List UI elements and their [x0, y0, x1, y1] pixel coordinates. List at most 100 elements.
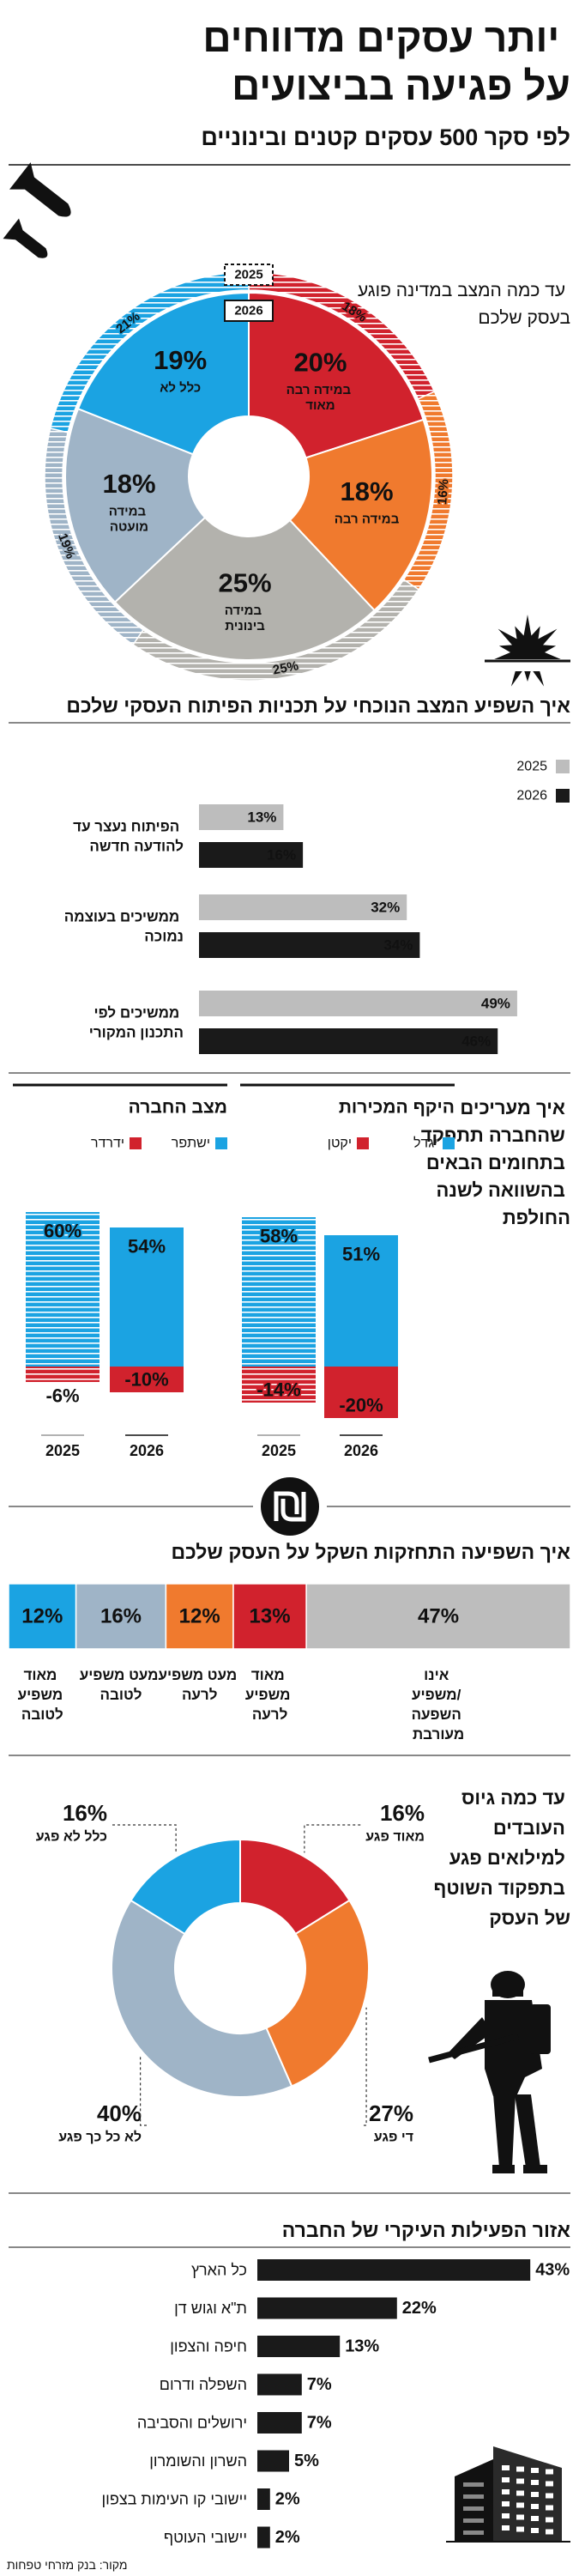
value-label: 13%: [345, 2337, 379, 2356]
value-label: 16%: [267, 847, 296, 864]
category-label: יישובי קו העימות בצפון: [102, 2491, 248, 2508]
text-line: נמוכה: [144, 928, 184, 944]
pie-value-label: 18%: [102, 469, 155, 499]
text-line: הפיתוח נעצר עד: [73, 818, 184, 834]
building-windows: [463, 2465, 553, 2535]
bar: [110, 1367, 184, 1392]
bar: [199, 1028, 498, 1054]
value-label: 51%: [342, 1244, 380, 1265]
category-label: מאוד פגע: [365, 1830, 425, 1845]
window: [463, 2531, 484, 2535]
value-label: 54%: [128, 1236, 166, 1258]
text-line: למילואים פגע: [449, 1847, 570, 1869]
pie-category-label: כלל לא: [160, 380, 201, 395]
value-label: 46%: [461, 1033, 491, 1050]
bar: [242, 1367, 316, 1403]
chart-title: עד כמה גיוס העובדים למילואים פגע בתפקוד …: [434, 1787, 570, 1929]
missile-icon: [9, 162, 71, 217]
text-line: מעט משפיע: [80, 1667, 162, 1683]
text-line: אינו: [424, 1667, 453, 1683]
window: [502, 2489, 510, 2494]
pie-segment: [76, 291, 250, 456]
legend-swatch: [443, 1137, 455, 1149]
text-line: משפיע: [18, 1687, 67, 1703]
bar-segment: [8, 1583, 77, 1650]
bar: [110, 1227, 184, 1367]
value-label: 34%: [383, 937, 413, 954]
ring-value-label: 16%: [435, 478, 451, 505]
chart-title: איך השפיע המצב הנוכחי על תכניות הפיתוח ה…: [66, 694, 570, 717]
category-label: ממשיכים לפי התכנון המקורי: [89, 1004, 184, 1040]
bar: [26, 1212, 100, 1367]
value-label: 43%: [535, 2261, 570, 2280]
text-line: בתפקוד השוטף: [434, 1877, 570, 1899]
value-label: 2%: [275, 2528, 300, 2547]
donut-segment: [265, 1899, 370, 2088]
text-line: התכנון המקורי: [89, 1024, 184, 1040]
year-label: 2026: [344, 1442, 378, 1459]
window: [516, 2478, 524, 2484]
value-label: 40%: [97, 2100, 142, 2126]
value-label: 27%: [369, 2100, 413, 2126]
text-line: מאוד: [23, 1667, 61, 1683]
chart-title: איך השפיעה התחזקות השקל על העסק שלכם: [171, 1541, 570, 1563]
category-label: כל הארץ: [191, 2262, 247, 2279]
text-line: של העסק: [489, 1907, 570, 1929]
legend-label: יקטן: [328, 1136, 352, 1151]
legend-label: 2025: [516, 760, 547, 774]
bar-segment: [165, 1583, 234, 1650]
chart-title: עד כמה המצב במדינה פוגע בעסק שלכם: [358, 281, 570, 328]
value-label: -14%: [256, 1379, 300, 1401]
window: [463, 2494, 484, 2499]
shekel-icon: [261, 1477, 319, 1536]
value-label: 13%: [247, 809, 276, 826]
text-line: עד כמה גיוס: [461, 1787, 570, 1809]
category-label: לא כל כך פגע: [58, 2130, 142, 2145]
bar: [257, 2488, 270, 2510]
legend-swatch: [357, 1137, 369, 1149]
pie-category-label: במידה בינונית: [225, 603, 266, 633]
text-line: ממשיכים לפי: [94, 1004, 184, 1021]
leader-line: [363, 2007, 367, 2126]
year-label: 2026: [234, 304, 262, 318]
bar: [324, 1367, 398, 1418]
text-line: מאוד: [305, 398, 335, 413]
donut-segment: [130, 1838, 241, 1936]
bar: [199, 932, 420, 958]
pie-category-label: במידה רבה: [335, 512, 400, 526]
window: [463, 2482, 484, 2487]
text-line: להודעה חדשה: [89, 838, 184, 854]
value-label: 60%: [44, 1221, 81, 1242]
value-label: -20%: [339, 1395, 383, 1416]
window: [502, 2501, 510, 2506]
text-line: במידה: [109, 504, 150, 518]
value-label: 7%: [307, 2414, 332, 2433]
text-line: מעורבת: [413, 1726, 464, 1743]
value-label: 5%: [294, 2452, 319, 2470]
value-label: 7%: [307, 2375, 332, 2394]
bar: [257, 2526, 270, 2549]
window: [546, 2469, 553, 2475]
text-line: לטובה: [100, 1687, 142, 1703]
bar: [242, 1217, 316, 1367]
category-label: ת"א וגוש דן: [174, 2300, 247, 2317]
missile-icon: [3, 218, 48, 258]
window: [546, 2517, 553, 2523]
soldier-icon: [428, 1971, 551, 2173]
bar: [257, 2259, 531, 2281]
donut-segment: [111, 1899, 293, 2098]
value-label: 16%: [63, 1800, 107, 1826]
value-label: 2%: [275, 2490, 300, 2509]
value-label: -6%: [45, 1385, 79, 1407]
pie-value-label: 20%: [293, 348, 347, 378]
window: [531, 2504, 539, 2509]
category-label: ירושלים והסביבה: [137, 2415, 247, 2432]
window: [531, 2492, 539, 2497]
chart-title: אזור הפעילות העיקרי של החברה: [282, 2219, 571, 2241]
text-line: על פגיעה בביצועים: [232, 64, 570, 108]
bar: [26, 1367, 100, 1382]
text-line: בתחומים הבאים: [426, 1152, 570, 1173]
text-line: עד כמה המצב במדינה פוגע: [358, 281, 570, 300]
